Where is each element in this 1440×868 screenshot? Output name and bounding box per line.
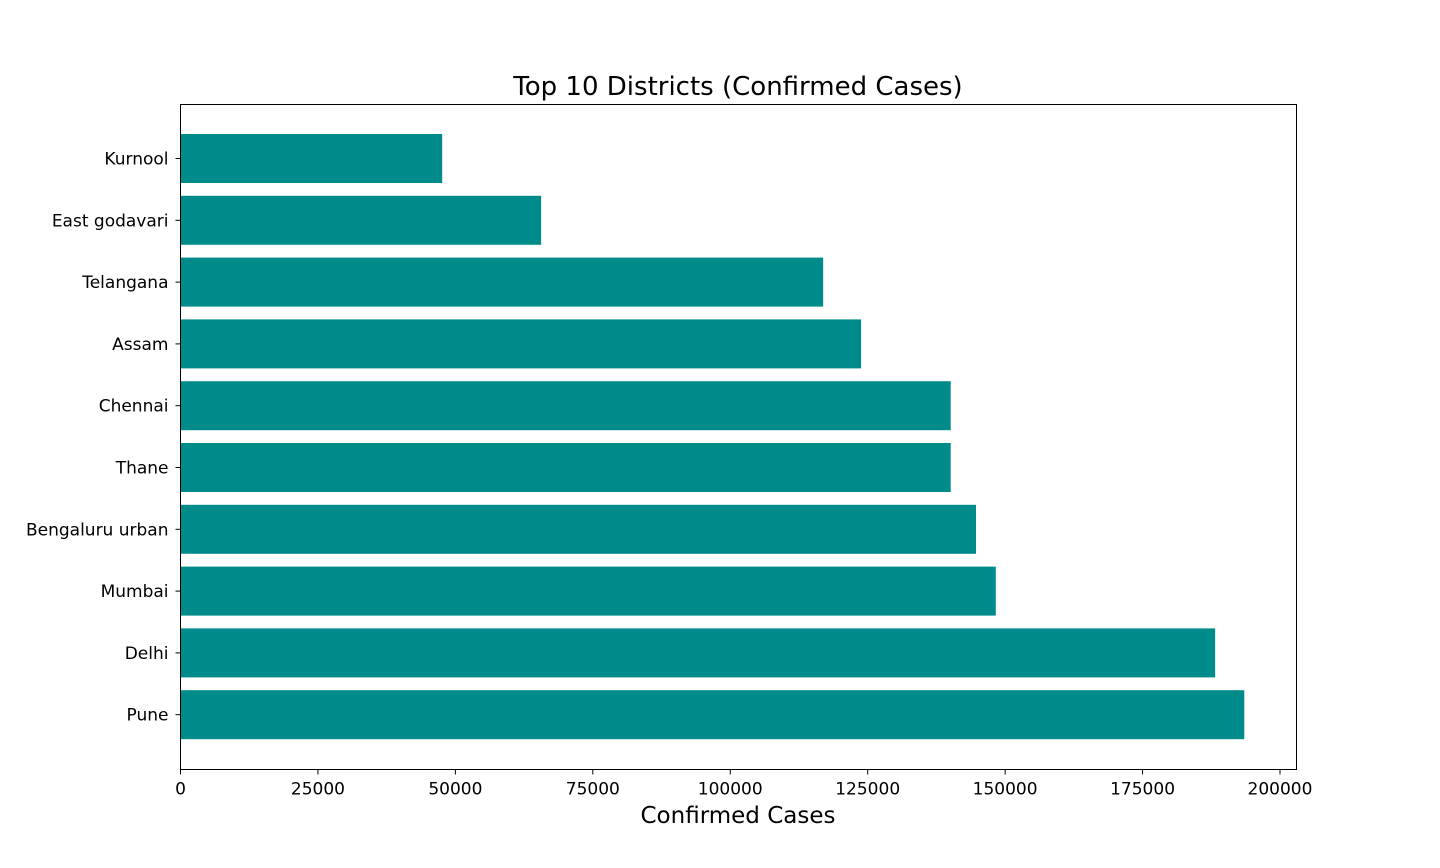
bar-delhi: [180, 628, 1216, 678]
plot-frame: [180, 104, 1297, 770]
bar-bengaluru-urban: [180, 504, 976, 554]
y-tick-label-mumbai: Mumbai: [101, 582, 169, 602]
x-tick-label: 25000: [291, 780, 345, 800]
x-tick-label: 0: [175, 780, 186, 800]
y-tick-label-pune: Pune: [127, 706, 169, 726]
y-tick-label-thane: Thane: [115, 459, 169, 479]
y-tick-label-east-godavari: East godavari: [52, 211, 169, 231]
bar-pune: [180, 690, 1245, 740]
x-tick-label: 200000: [1248, 780, 1313, 800]
x-tick-label: 125000: [835, 780, 900, 800]
bar-telangana: [180, 257, 824, 307]
x-tick-label: 150000: [973, 780, 1038, 800]
x-tick-label: 75000: [566, 780, 620, 800]
bar-assam: [180, 319, 862, 369]
x-axis-ticks: 0 25000 50000 75000 100000 125000 150000 175000…: [175, 769, 1313, 800]
bar-east-godavari: [180, 195, 542, 245]
x-axis-label: Confirmed Cases: [641, 803, 836, 829]
y-tick-label-telangana: Telangana: [81, 273, 168, 293]
chart-title: Top 10 Districts (Confirmed Cases): [512, 72, 962, 102]
y-tick-label-assam: Assam: [112, 335, 168, 355]
bar-mumbai: [180, 566, 996, 616]
x-tick-label: 100000: [698, 780, 763, 800]
bar-thane: [180, 443, 951, 492]
y-axis-ticks: Kurnool East godavari Telangana Assam Chenna…: [26, 150, 181, 726]
bar-kurnool: [180, 134, 443, 183]
y-tick-label-kurnool: Kurnool: [104, 150, 168, 170]
bars-group: [180, 134, 1245, 740]
y-tick-label-bengaluru-urban: Bengaluru urban: [26, 520, 169, 540]
bar-chennai: [180, 381, 951, 431]
x-tick-label: 175000: [1110, 780, 1175, 800]
y-tick-label-chennai: Chennai: [99, 397, 169, 417]
y-tick-label-delhi: Delhi: [125, 644, 169, 664]
x-tick-label: 50000: [428, 780, 482, 800]
